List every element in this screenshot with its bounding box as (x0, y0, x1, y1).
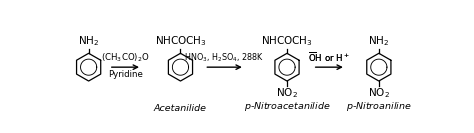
Text: NO$_2$: NO$_2$ (368, 86, 390, 100)
Text: NO$_2$: NO$_2$ (276, 86, 298, 100)
Text: NHCOCH$_3$: NHCOCH$_3$ (155, 34, 206, 48)
Text: $p$-Nitroaniline: $p$-Nitroaniline (346, 100, 412, 113)
Text: Pyridine: Pyridine (108, 70, 143, 79)
Text: HNO$_3$, H$_2$SO$_4$, 288K: HNO$_3$, H$_2$SO$_4$, 288K (184, 52, 264, 64)
Text: $\overline{\rm O}$H or H$^+$: $\overline{\rm O}$H or H$^+$ (309, 50, 350, 64)
Text: NH$_2$: NH$_2$ (78, 34, 99, 48)
Text: $p$-Nitroacetanilide: $p$-Nitroacetanilide (244, 100, 330, 113)
Text: (CH$_3$CO)$_2$O: (CH$_3$CO)$_2$O (101, 52, 150, 64)
Text: Acetanilide: Acetanilide (154, 104, 207, 113)
Text: NH$_2$: NH$_2$ (368, 34, 390, 48)
Text: $\mathdefault{\overline{O}}$H or H$^+$: $\mathdefault{\overline{O}}$H or H$^+$ (309, 50, 350, 64)
Text: NHCOCH$_3$: NHCOCH$_3$ (261, 34, 313, 48)
